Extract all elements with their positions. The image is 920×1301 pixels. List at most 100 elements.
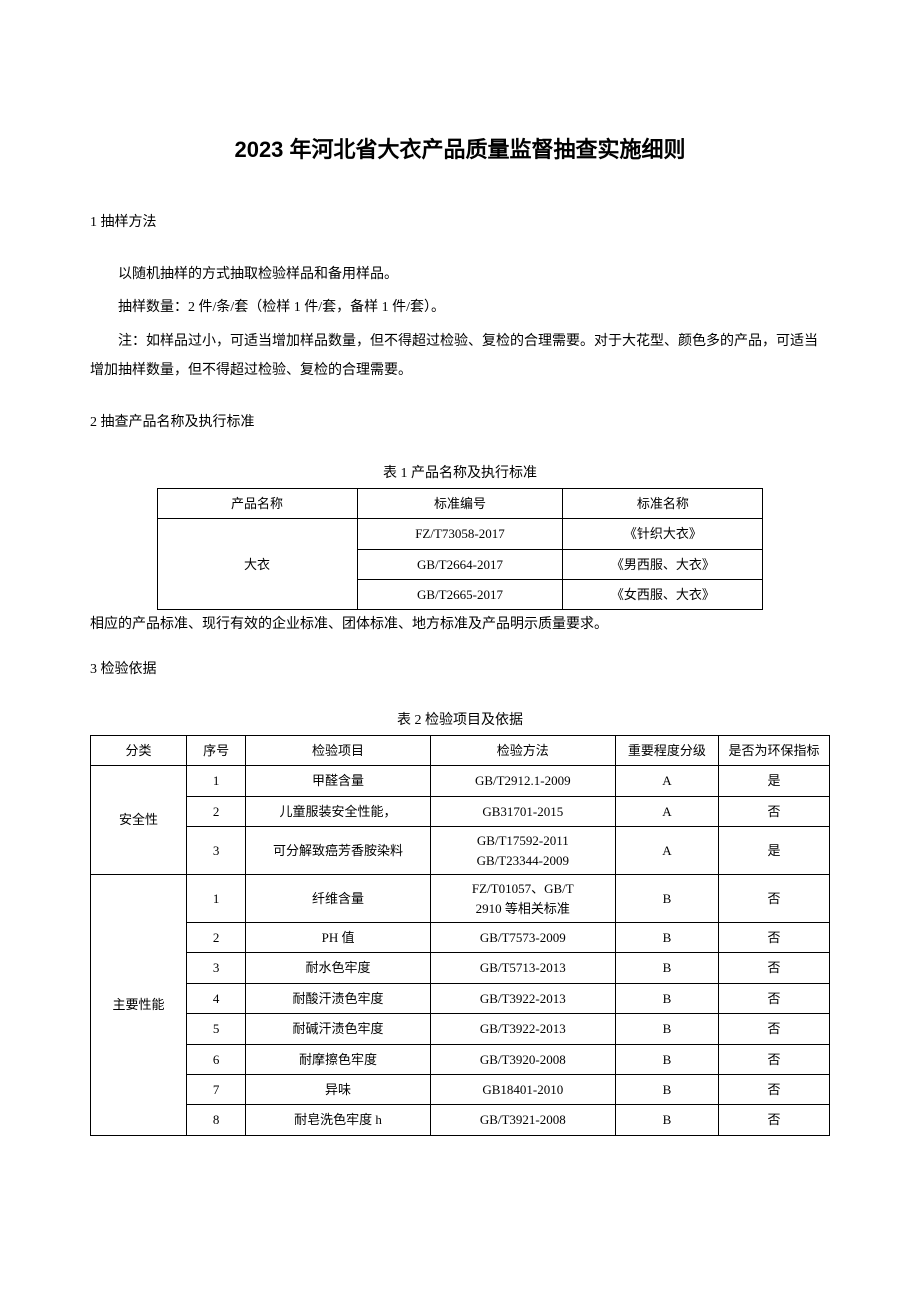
- table2-cell-no: 8: [187, 1105, 246, 1135]
- table2-row: 6 耐摩擦色牢度 GB/T3920-2008 B 否: [91, 1044, 830, 1074]
- table2-cell-no: 1: [187, 766, 246, 796]
- document-title: 2023 年河北省大衣产品质量监督抽查实施细则: [90, 130, 830, 170]
- table2-cell-env: 否: [719, 923, 830, 953]
- section1-para2: 抽样数量：2 件/条/套（检样 1 件/套，备样 1 件/套）。: [90, 293, 830, 322]
- table2-cell-no: 5: [187, 1014, 246, 1044]
- table2-group2-name: 主要性能: [91, 875, 187, 1136]
- table2-row: 2 儿童服装安全性能， GB31701-2015 A 否: [91, 796, 830, 826]
- table2-cell-level: B: [615, 983, 718, 1013]
- table2-cell-item: 可分解致癌芳香胺染料: [246, 827, 431, 875]
- table1: 产品名称 标准编号 标准名称 大衣 FZ/T73058-2017 《针织大衣》 …: [157, 488, 764, 611]
- table2-header-env: 是否为环保指标: [719, 735, 830, 765]
- table1-cell-code: GB/T2664-2017: [357, 549, 563, 579]
- table2-cell-item: 纤维含量: [246, 875, 431, 923]
- table1-header-product: 产品名称: [157, 488, 357, 518]
- table2-cell-env: 否: [719, 1014, 830, 1044]
- table2-cell-method: GB/T3921-2008: [430, 1105, 615, 1135]
- table2-row: 4 耐酸汗渍色牢度 GB/T3922-2013 B 否: [91, 983, 830, 1013]
- table2-row: 2 PH 值 GB/T7573-2009 B 否: [91, 923, 830, 953]
- table2-header-category: 分类: [91, 735, 187, 765]
- table2-cell-level: B: [615, 1105, 718, 1135]
- table2-row: 3 耐水色牢度 GB/T5713-2013 B 否: [91, 953, 830, 983]
- table2-cell-item: 耐碱汗渍色牢度: [246, 1014, 431, 1044]
- section1-para1: 以随机抽样的方式抽取检验样品和备用样品。: [90, 260, 830, 289]
- table2-caption: 表 2 检验项目及依据: [90, 708, 830, 733]
- table1-header-name: 标准名称: [563, 488, 763, 518]
- table2-cell-item: 耐水色牢度: [246, 953, 431, 983]
- table2-header-no: 序号: [187, 735, 246, 765]
- table2-cell-method: GB18401-2010: [430, 1074, 615, 1104]
- table1-row: 大衣 FZ/T73058-2017 《针织大衣》: [157, 519, 763, 549]
- table2-cell-env: 否: [719, 953, 830, 983]
- table2-cell-level: B: [615, 875, 718, 923]
- table2-cell-item: 甲醛含量: [246, 766, 431, 796]
- table2-cell-level: B: [615, 923, 718, 953]
- table2-cell-method: GB/T7573-2009: [430, 923, 615, 953]
- table2-cell-level: B: [615, 953, 718, 983]
- table2-cell-method: GB/T5713-2013: [430, 953, 615, 983]
- table2-cell-env: 否: [719, 1105, 830, 1135]
- table2-cell-level: A: [615, 766, 718, 796]
- section1-header: 1 抽样方法: [90, 210, 830, 235]
- table1-cell-code: FZ/T73058-2017: [357, 519, 563, 549]
- section3-header: 3 检验依据: [90, 657, 830, 682]
- table2-cell-item: 耐皂洗色牢度 h: [246, 1105, 431, 1135]
- table2-cell-no: 4: [187, 983, 246, 1013]
- table2-row: 7 异味 GB18401-2010 B 否: [91, 1074, 830, 1104]
- table2-cell-item: 耐酸汗渍色牢度: [246, 983, 431, 1013]
- table2-cell-method: FZ/T01057、GB/T 2910 等相关标准: [430, 875, 615, 923]
- table2-cell-item: 耐摩擦色牢度: [246, 1044, 431, 1074]
- table2-cell-method: GB/T3922-2013: [430, 1014, 615, 1044]
- table1-product-name: 大衣: [157, 519, 357, 610]
- table2-cell-env: 否: [719, 1044, 830, 1074]
- table2-header-method: 检验方法: [430, 735, 615, 765]
- table2-cell-env: 否: [719, 796, 830, 826]
- table1-header-code: 标准编号: [357, 488, 563, 518]
- table1-cell-name: 《针织大衣》: [563, 519, 763, 549]
- table2-cell-level: B: [615, 1074, 718, 1104]
- table1-note: 相应的产品标准、现行有效的企业标准、团体标准、地方标准及产品明示质量要求。: [90, 612, 830, 637]
- table2-cell-item: PH 值: [246, 923, 431, 953]
- table2-header-item: 检验项目: [246, 735, 431, 765]
- table2-cell-level: B: [615, 1014, 718, 1044]
- table2-cell-item: 儿童服装安全性能，: [246, 796, 431, 826]
- table2-cell-level: A: [615, 827, 718, 875]
- table1-cell-name: 《男西服、大衣》: [563, 549, 763, 579]
- table2-row: 3 可分解致癌芳香胺染料 GB/T17592-2011 GB/T23344-20…: [91, 827, 830, 875]
- table2-row: 主要性能 1 纤维含量 FZ/T01057、GB/T 2910 等相关标准 B …: [91, 875, 830, 923]
- table2-cell-method: GB31701-2015: [430, 796, 615, 826]
- table2-cell-env: 否: [719, 983, 830, 1013]
- table1-cell-code: GB/T2665-2017: [357, 579, 563, 609]
- table1-cell-name: 《女西服、大衣》: [563, 579, 763, 609]
- table2-row: 安全性 1 甲醛含量 GB/T2912.1-2009 A 是: [91, 766, 830, 796]
- table2: 分类 序号 检验项目 检验方法 重要程度分级 是否为环保指标 安全性 1 甲醛含…: [90, 735, 830, 1136]
- table2-cell-no: 3: [187, 953, 246, 983]
- table2-cell-item: 异味: [246, 1074, 431, 1104]
- table1-caption: 表 1 产品名称及执行标准: [90, 461, 830, 486]
- table2-cell-no: 2: [187, 923, 246, 953]
- table2-cell-level: B: [615, 1044, 718, 1074]
- table2-header-row: 分类 序号 检验项目 检验方法 重要程度分级 是否为环保指标: [91, 735, 830, 765]
- table2-header-level: 重要程度分级: [615, 735, 718, 765]
- table2-cell-no: 2: [187, 796, 246, 826]
- table2-cell-no: 1: [187, 875, 246, 923]
- table2-cell-no: 6: [187, 1044, 246, 1074]
- table2-cell-no: 7: [187, 1074, 246, 1104]
- table2-row: 8 耐皂洗色牢度 h GB/T3921-2008 B 否: [91, 1105, 830, 1135]
- table2-cell-no: 3: [187, 827, 246, 875]
- table1-header-row: 产品名称 标准编号 标准名称: [157, 488, 763, 518]
- table2-cell-env: 否: [719, 1074, 830, 1104]
- table2-cell-method: GB/T3920-2008: [430, 1044, 615, 1074]
- table2-cell-level: A: [615, 796, 718, 826]
- table2-group1-name: 安全性: [91, 766, 187, 875]
- table2-cell-env: 是: [719, 766, 830, 796]
- table2-cell-method: GB/T3922-2013: [430, 983, 615, 1013]
- section2-header: 2 抽查产品名称及执行标准: [90, 410, 830, 435]
- section1-content: 以随机抽样的方式抽取检验样品和备用样品。 抽样数量：2 件/条/套（检样 1 件…: [90, 260, 830, 386]
- section1-para3: 注：如样品过小，可适当增加样品数量，但不得超过检验、复检的合理需要。对于大花型、…: [90, 327, 830, 386]
- table2-cell-method: GB/T2912.1-2009: [430, 766, 615, 796]
- table2-row: 5 耐碱汗渍色牢度 GB/T3922-2013 B 否: [91, 1014, 830, 1044]
- table2-cell-env: 是: [719, 827, 830, 875]
- table2-cell-method: GB/T17592-2011 GB/T23344-2009: [430, 827, 615, 875]
- table2-cell-env: 否: [719, 875, 830, 923]
